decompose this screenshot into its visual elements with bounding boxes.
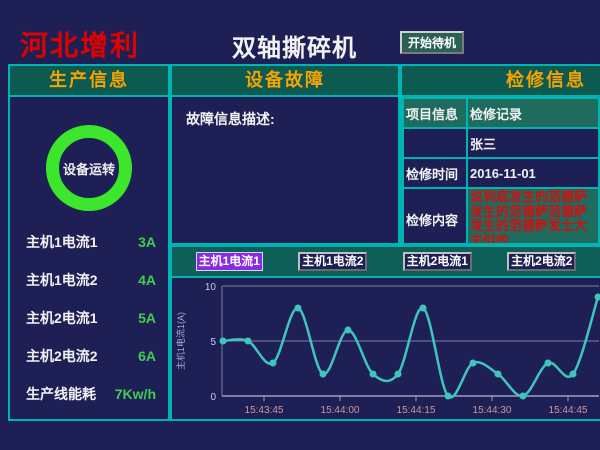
row-label: 检修时间 <box>402 157 468 189</box>
trend-section: 主机1电流1 主机1电流2 主机2电流1 主机2电流2 0 5 10 15:43:45… <box>170 245 600 421</box>
svg-text:15:44:30: 15:44:30 <box>473 405 512 416</box>
table-row: 检修内容 说到底发生的范德萨发生的范德萨范德萨发生的范德萨发士大夫似的 说到底发… <box>402 186 600 243</box>
metric-row: 主机2电流1 5A <box>10 299 168 337</box>
row-label <box>402 127 468 159</box>
fault-description-label: 故障信息描述: <box>186 111 275 127</box>
trend-chart: 0 5 10 15:43:45 15:44:00 15:44:15 15:44:30 15:4… <box>175 282 600 416</box>
metric-label: 生产线能耗 <box>26 386 96 402</box>
table-row: 张三 张三 <box>402 127 600 159</box>
metric-label: 主机2电流2 <box>26 348 98 364</box>
metric-value: 6A <box>138 348 156 364</box>
standby-button[interactable]: 开始待机 <box>400 31 464 54</box>
company-title: 河北增利 <box>20 30 141 61</box>
trend-button-main2-current2[interactable]: 主机2电流2 <box>507 252 577 271</box>
trend-button-main2-current1[interactable]: 主机2电流1 <box>402 252 472 271</box>
production-panel: 生产信息 设备运转 主机1电流1 3A 主机1电流2 4A 主机2电流1 5A … <box>8 64 170 421</box>
metric-value: 7Kw/h <box>114 386 156 402</box>
maintenance-date: 2016-11-01 <box>466 157 600 189</box>
svg-text:15:44:15: 15:44:15 <box>397 405 436 416</box>
col-header-project: 项目信息 <box>402 97 468 129</box>
status-ring-label: 设备运转 <box>62 161 115 177</box>
svg-text:主机1电流1(A): 主机1电流1(A) <box>175 312 186 370</box>
row-label: 检修内容 <box>402 186 468 243</box>
metric-label: 主机1电流2 <box>26 272 98 288</box>
metric-row: 主机2电流2 6A <box>10 337 168 375</box>
svg-text:15:44:45: 15:44:45 <box>549 405 588 416</box>
metric-row: 生产线能耗 7Kw/h <box>10 375 168 413</box>
metric-row: 主机1电流1 3A <box>10 223 168 261</box>
trend-chart-area: 0 5 10 15:43:45 15:44:00 15:44:15 15:44:30 15:4… <box>172 278 600 419</box>
maintainer-name: 张三 <box>466 127 600 159</box>
trend-button-main1-current1[interactable]: 主机1电流1 <box>195 252 263 271</box>
svg-text:15:43:45: 15:43:45 <box>245 405 284 416</box>
maintenance-panel: 检修信息 项目信息 检修记录 检修记录 张三 张三 检修时间 2016-11-0… <box>400 64 600 245</box>
col-header-record: 检修记录 <box>466 97 600 129</box>
page-title: 双轴撕碎机 <box>232 35 357 62</box>
svg-text:10: 10 <box>205 282 217 293</box>
fault-panel: 设备故障 故障信息描述: <box>170 64 400 245</box>
svg-text:0: 0 <box>210 392 216 403</box>
trend-button-bar: 主机1电流1 主机1电流2 主机2电流1 主机2电流2 <box>172 247 600 278</box>
table-row: 检修时间 2016-11-01 2016-11-01 <box>402 157 600 189</box>
metric-value: 4A <box>138 272 156 288</box>
metric-value: 5A <box>138 310 156 326</box>
metric-label: 主机2电流1 <box>26 310 98 326</box>
fault-panel-title: 设备故障 <box>172 66 398 97</box>
svg-text:15:44:00: 15:44:00 <box>321 405 360 416</box>
equipment-status-indicator: 设备运转 <box>10 125 168 211</box>
metric-row: 主机1电流2 4A <box>10 261 168 299</box>
maintenance-table-header-row: 项目信息 检修记录 检修记录 <box>402 97 600 129</box>
trend-button-main1-current2[interactable]: 主机1电流2 <box>298 252 368 271</box>
svg-text:5: 5 <box>210 337 216 348</box>
metric-value: 3A <box>138 234 156 250</box>
maintenance-content: 说到底发生的范德萨发生的范德萨范德萨发生的范德萨发士大夫似的 <box>466 186 600 243</box>
maintenance-panel-title: 检修信息 <box>402 66 600 97</box>
production-metrics: 主机1电流1 3A 主机1电流2 4A 主机2电流1 5A 主机2电流2 6A … <box>10 223 168 413</box>
production-panel-title: 生产信息 <box>10 66 168 97</box>
metric-label: 主机1电流1 <box>26 234 98 250</box>
maintenance-table: 项目信息 检修记录 检修记录 张三 张三 检修时间 2016-11-01 201… <box>402 97 600 243</box>
status-ring: 设备运转 <box>46 125 132 211</box>
